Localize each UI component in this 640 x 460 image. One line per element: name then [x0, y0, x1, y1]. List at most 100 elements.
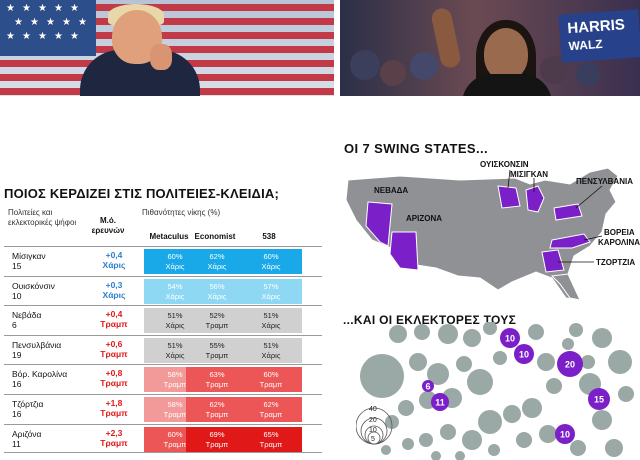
probability-cell: 60% Τραμπ	[240, 367, 302, 393]
legend-circle-5	[367, 431, 381, 445]
state-wisconsin	[497, 185, 521, 209]
elector-bubble	[431, 451, 441, 460]
leader-pennsylvania	[575, 185, 603, 209]
probability-cell: 57% Χάρις	[240, 278, 302, 304]
legend-label-40: 40	[369, 406, 377, 413]
elector-bubble	[419, 433, 433, 447]
swing-state-table: Μίσιγκαν 15 +0,4 Χάρις 60% Χάρις 62% Χάρις 60% Χά…	[4, 246, 322, 454]
elector-bubble	[488, 444, 500, 456]
elector-bubble	[360, 354, 404, 398]
elector-bubble	[592, 328, 612, 348]
table-row: Αριζόνα 11 +2,3 Τραμπ 60% Τραμπ 69% Τραμπ 65% Τρα…	[4, 423, 322, 454]
swing-state-bubble-label: 15	[594, 395, 604, 405]
state-nevada	[365, 201, 393, 247]
header-poll-average: Μ.ό. ερευνών	[91, 216, 125, 235]
swing-state-bubble	[422, 380, 434, 392]
probability-cell: 62% Χάρις	[186, 249, 248, 274]
table-row: Πενσυλβάνια 19 +0,6 Τραμπ 51% Χάρις 55% Τραμπ 51…	[4, 334, 322, 365]
state-florida	[550, 273, 581, 301]
swing-state-bubble-label: 6	[425, 382, 430, 392]
swing-state-bubble	[588, 388, 610, 410]
elector-bubble	[546, 378, 562, 394]
elector-bubble	[385, 415, 399, 429]
elector-bubble	[483, 322, 497, 335]
map-label-michigan: ΜΙΣΙΓΚΑΝ	[510, 170, 549, 179]
probability-cell: 56% Χάρις	[186, 278, 248, 304]
elector-bubble	[456, 356, 472, 372]
swing-state-bubble	[557, 351, 583, 377]
swing-state-bubble	[431, 393, 449, 411]
campaign-sign: HARRIS WALZ	[558, 9, 640, 63]
row-poll-average: +0,3 Χάρις	[102, 279, 126, 300]
table-row: Νεβάδα 6 +0,4 Τραμπ 51% Χάρις 52% Τραμπ 51% Χάρις	[4, 305, 322, 335]
elector-bubble	[592, 410, 612, 430]
header-source-metaculus: Metaculus	[149, 232, 189, 241]
probability-cell: 69% Τραμπ	[186, 426, 248, 452]
row-state: Αριζόνα 11	[12, 428, 42, 449]
state-north-carolina	[549, 233, 591, 249]
table-row: Ουισκόνσιν 10 +0,3 Χάρις 54% Χάρις 56% Χάρις 57%…	[4, 275, 322, 306]
swing-state-bubble	[555, 424, 575, 444]
row-state: Τζόρτζια 16	[12, 398, 44, 419]
probability-cell: 62% Τραμπ	[186, 396, 248, 422]
elector-bubble	[562, 338, 574, 350]
row-state: Βόρ. Καρολίνα 16	[12, 369, 68, 390]
header-source-538: 538	[262, 232, 276, 241]
swing-state-bubble-label: 20	[565, 360, 575, 370]
elector-bubble	[569, 323, 583, 337]
elector-bubble	[478, 410, 502, 434]
elector-bubble	[608, 350, 632, 374]
map-label-north-carolina-2: ΚΑΡΟΛΙΝΑ	[598, 238, 640, 247]
state-pennsylvania	[553, 203, 583, 221]
row-state: Μίσιγκαν 15	[12, 251, 46, 271]
swing-state-bubble-label: 10	[519, 350, 529, 360]
map-label-georgia: ΤΖΟΡΤΖΙΑ	[596, 258, 636, 267]
elector-bubble	[503, 405, 521, 423]
elector-bubble	[618, 386, 634, 402]
row-state: Νεβάδα 6	[12, 310, 42, 331]
elector-bubble	[537, 353, 555, 371]
table-row: Τζόρτζια 16 +1,8 Τραμπ 58% Τραμπ 62% Τραμπ 62% Τρ…	[4, 393, 322, 424]
elector-bubble	[605, 439, 623, 457]
swing-state-bubble	[500, 328, 520, 348]
row-poll-average: +1,8 Τραμπ	[100, 397, 128, 418]
probability-cell: 62% Τραμπ	[240, 396, 302, 422]
elector-bubble	[402, 438, 414, 450]
elector-bubble	[570, 440, 586, 456]
elector-bubble	[528, 324, 544, 340]
elector-bubble	[438, 324, 458, 344]
elector-bubble	[427, 363, 449, 385]
row-poll-average: +0,4 Χάρις	[102, 250, 126, 270]
probability-cell: 51% Χάρις	[240, 337, 302, 363]
elector-bubble	[455, 451, 465, 460]
row-poll-average: +0,6 Τραμπ	[100, 338, 128, 359]
elector-bubble	[493, 351, 507, 365]
probability-cell: 55% Τραμπ	[186, 337, 248, 363]
elector-bubble	[522, 398, 542, 418]
photo-trump: ★ ★ ★ ★ ★ ★ ★ ★ ★ ★ ★ ★ ★ ★ ★	[0, 0, 334, 96]
row-poll-average: +0,8 Τραμπ	[100, 368, 128, 389]
legend-label-5: 5	[371, 436, 375, 443]
elector-bubble	[440, 424, 456, 440]
legend-label-10: 10	[369, 427, 377, 434]
swing-state-bubble-label: 11	[435, 398, 445, 408]
elector-bubble	[463, 329, 481, 347]
state-georgia	[541, 249, 565, 273]
header-photo-strip: ★ ★ ★ ★ ★ ★ ★ ★ ★ ★ ★ ★ ★ ★ ★ HARRIS WALZ	[0, 0, 640, 96]
elector-bubble	[539, 425, 557, 443]
probability-cell: 65% Τραμπ	[240, 426, 302, 452]
map-title: ΟΙ 7 SWING STATES...	[344, 141, 489, 156]
table-row: Βόρ. Καρολίνα 16 +0,8 Τραμπ 58% Τραμπ 63% Τραμπ…	[4, 364, 322, 394]
leader-wisconsin	[507, 169, 511, 189]
bubble-size-legend	[356, 407, 393, 445]
row-poll-average: +0,4 Τραμπ	[100, 309, 128, 330]
probability-cell: 63% Τραμπ	[186, 367, 248, 393]
row-poll-average: +2,3 Τραμπ	[100, 427, 128, 448]
swing-state-bubble	[514, 344, 534, 364]
elector-bubble	[381, 445, 391, 455]
header-win-probability: Πιθανότητες νίκης (%)	[142, 208, 221, 217]
electors-bubble-cluster: 10 10 20 6 11 15 10	[360, 322, 634, 460]
elector-bubble	[581, 355, 595, 369]
swing-state-bubble-label: 10	[505, 334, 515, 344]
elector-bubble	[409, 353, 427, 371]
